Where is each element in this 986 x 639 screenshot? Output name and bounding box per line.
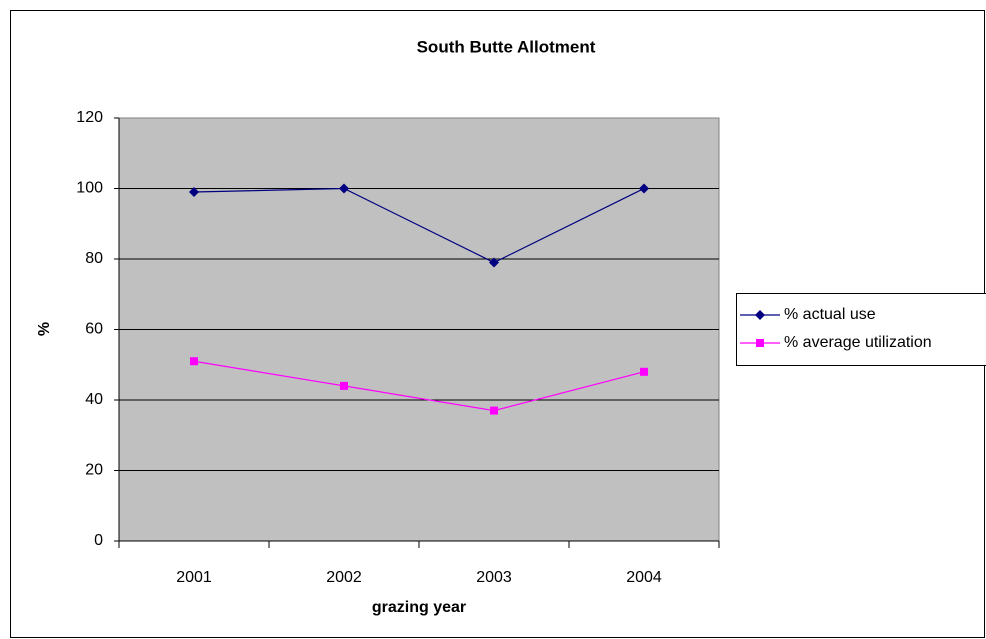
y-axis-label: % <box>36 322 53 336</box>
point <box>640 367 648 376</box>
legend-label: % average utilization <box>784 334 932 351</box>
x-tick-label: 2002 <box>326 569 362 586</box>
point <box>339 183 349 194</box>
y-tick-label: 0 <box>94 532 103 549</box>
point <box>639 183 649 194</box>
point <box>490 406 498 415</box>
series-line <box>193 187 645 264</box>
y-tick-label: 100 <box>76 180 103 197</box>
point <box>190 357 198 366</box>
legend-marker <box>756 339 764 347</box>
y-tick-label: 60 <box>85 321 103 338</box>
legend-marker <box>755 310 765 320</box>
x-tick-label: 2001 <box>176 569 212 586</box>
x-tick-label: 2004 <box>626 569 662 586</box>
y-tick-label: 80 <box>85 250 103 267</box>
point <box>189 187 199 198</box>
chart-title: South Butte Allotment <box>417 37 596 56</box>
y-tick-label: 120 <box>76 109 103 126</box>
point <box>340 381 348 390</box>
legend <box>736 293 986 366</box>
series-line <box>193 360 645 412</box>
y-tick-label: 20 <box>85 462 103 479</box>
y-tick-label: 40 <box>85 391 103 408</box>
x-axis-label: grazing year <box>372 599 466 616</box>
x-tick-label: 2003 <box>476 569 512 586</box>
point <box>489 257 499 268</box>
legend-label: % actual use <box>784 306 876 323</box>
